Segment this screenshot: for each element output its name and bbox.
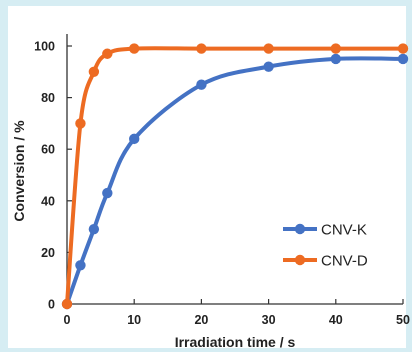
data-point — [88, 223, 100, 235]
legend-marker — [294, 254, 306, 266]
legend-marker — [294, 223, 306, 235]
y-axis-label: Conversion / % — [11, 120, 27, 222]
x-tick-label: 0 — [64, 313, 71, 327]
y-tick-label: 80 — [41, 91, 55, 105]
data-point — [263, 43, 274, 54]
x-tick-label: 20 — [194, 313, 208, 327]
data-point — [196, 43, 207, 54]
legend-item-cnv-d: CNV-D — [283, 253, 368, 270]
series-cnv-d — [61, 43, 409, 310]
data-point — [61, 298, 73, 310]
data-point — [397, 43, 409, 54]
x-tick-label: 10 — [127, 313, 141, 327]
data-point — [263, 61, 274, 72]
y-tick-label: 100 — [34, 40, 55, 54]
legend-label: CNV-K — [321, 222, 367, 239]
data-point — [330, 53, 341, 65]
legend-label: CNV-D — [321, 253, 368, 270]
data-point — [75, 118, 86, 129]
axes — [66, 34, 403, 305]
data-point — [102, 48, 113, 59]
data-point — [397, 53, 409, 65]
series-line — [65, 56, 405, 306]
series-layer — [61, 43, 409, 310]
x-axis-label: Irradiation time / s — [175, 334, 296, 350]
x-tick-label: 30 — [262, 313, 276, 327]
y-tick-label: 60 — [41, 143, 55, 157]
data-point — [129, 43, 140, 54]
data-point — [330, 43, 341, 54]
ticks: 0 10 20 30 40 50 0 20 40 60 80 100 — [34, 40, 410, 328]
data-point — [102, 187, 113, 199]
data-point — [129, 133, 140, 145]
legend: CNV-K CNV-D — [283, 222, 368, 270]
series-cnv-k — [61, 53, 409, 310]
x-tick-label: 40 — [329, 313, 343, 327]
data-point — [88, 66, 100, 78]
y-tick-label: 20 — [41, 246, 55, 260]
y-tick-label: 40 — [41, 194, 55, 208]
data-point — [196, 79, 207, 90]
legend-item-cnv-k: CNV-K — [283, 222, 367, 239]
x-tick-label: 50 — [396, 313, 410, 327]
y-tick-label: 0 — [48, 298, 55, 312]
data-point — [75, 260, 86, 271]
